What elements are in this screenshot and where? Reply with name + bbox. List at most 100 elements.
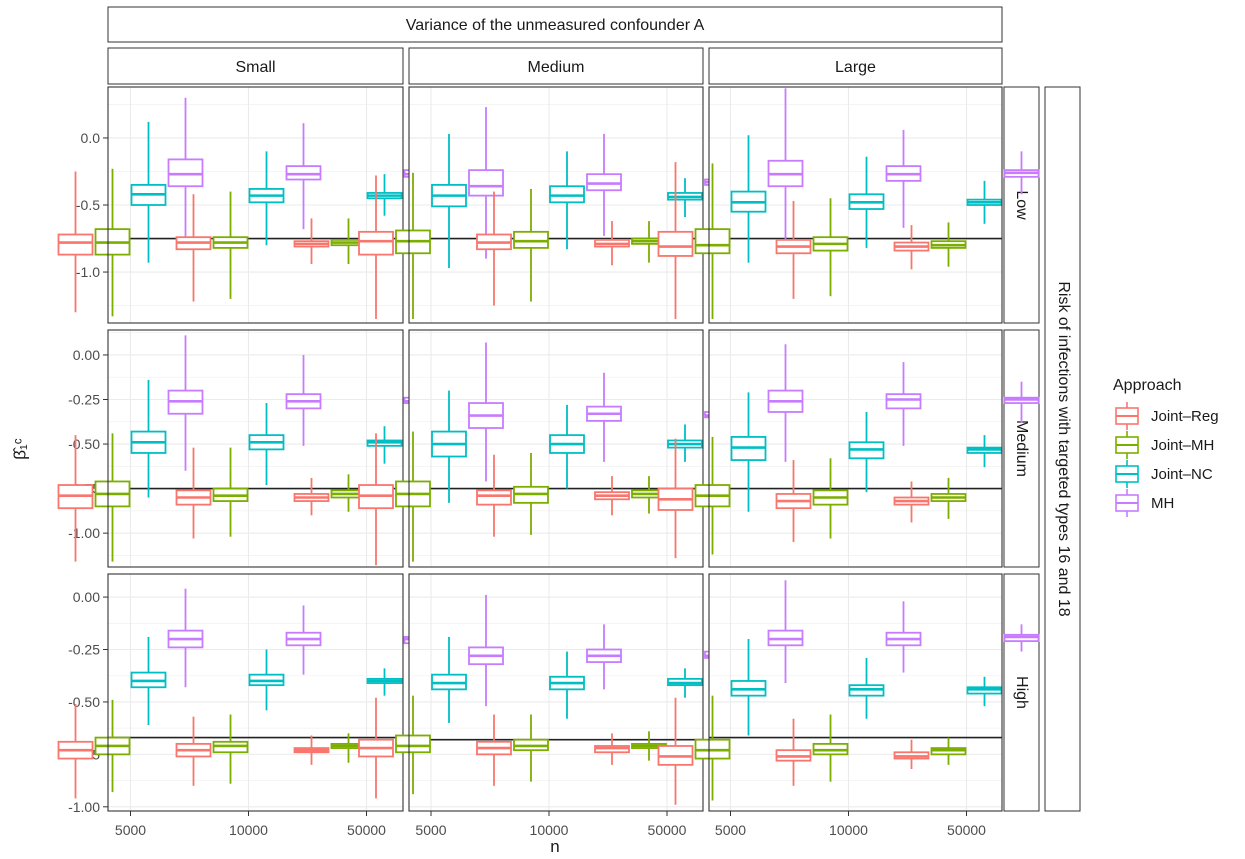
box-MH-n5000 — [767, 88, 804, 247]
box-Joint–NC-n50000 — [667, 178, 703, 218]
box-Joint–Reg-n50000 — [594, 476, 630, 516]
box-MH-n5000 — [767, 344, 804, 462]
box-Joint–MH-n5000 — [395, 431, 431, 562]
box-Joint–Reg-n50000 — [594, 733, 630, 765]
box-Joint–Reg-n5000 — [358, 697, 394, 799]
box-MH-n10000 — [885, 362, 922, 446]
box-Joint–NC-n5000 — [431, 636, 467, 723]
legend-title: Approach — [1113, 377, 1182, 394]
xtick-label-c0-0: 5000 — [115, 822, 146, 838]
xtick-label-c1-0: 5000 — [415, 822, 446, 838]
box-MH-n10000 — [285, 354, 322, 446]
box-Joint–NC-n10000 — [248, 151, 285, 246]
box-MH-n5000 — [468, 107, 504, 259]
box-Joint–MH-n5000 — [94, 168, 131, 317]
box-MH-n10000 — [285, 605, 322, 675]
legend-label-1: Joint–MH — [1151, 437, 1214, 454]
box-Joint–NC-n50000 — [667, 668, 703, 698]
box-Joint–NC-n10000 — [248, 649, 285, 711]
box-Joint–Reg-n5000 — [657, 438, 694, 559]
panel-border — [708, 329, 1003, 568]
box-MH-n50000 — [1003, 624, 1040, 652]
box-Joint–MH-n10000 — [513, 188, 549, 302]
box-MH-n10000 — [586, 372, 622, 462]
box-Joint–MH-n10000 — [212, 191, 249, 299]
box-Joint–MH-n50000 — [930, 222, 967, 267]
box-Joint–Reg-n5000 — [57, 704, 94, 799]
box-body — [395, 734, 431, 754]
box-Joint–MH-n10000 — [812, 714, 849, 782]
box-Joint–Reg-n5000 — [657, 162, 694, 319]
box-Joint–MH-n10000 — [212, 714, 249, 784]
box-Joint–Reg-n10000 — [775, 718, 812, 786]
xtick-label-c2-2: 50000 — [947, 822, 986, 838]
box-Joint–MH-n5000 — [395, 172, 431, 319]
col-strip-label-2: Large — [835, 59, 876, 76]
box-Joint–Reg-n5000 — [358, 175, 394, 319]
panel-r2-c2 — [657, 573, 1040, 812]
row-strip-2 — [1003, 573, 1040, 812]
box-body — [694, 228, 731, 255]
ytick-label-r1-2: -0.50 — [68, 436, 100, 452]
panel-bg — [409, 574, 703, 811]
panel-border — [708, 86, 1003, 324]
xtick-label-c2-1: 10000 — [829, 822, 868, 838]
xtick-label-c1-1: 10000 — [530, 822, 569, 838]
legend-label-3: MH — [1151, 495, 1174, 512]
box-Joint–Reg-n5000 — [57, 435, 94, 562]
y-axis-title: β̂₁ᶜ — [10, 438, 29, 460]
row-strip-label-1: Medium — [1013, 420, 1030, 477]
box-MH-n50000 — [1003, 381, 1040, 423]
box-Joint–NC-n50000 — [366, 426, 403, 464]
ytick-label-r1-4: -1.00 — [68, 525, 100, 541]
legend-item-3: MH — [1115, 489, 1174, 517]
box-Joint–NC-n5000 — [130, 636, 167, 726]
box-Joint–NC-n5000 — [130, 121, 167, 263]
box-body — [513, 230, 549, 249]
box-Joint–NC-n5000 — [431, 133, 467, 269]
panel-border — [107, 573, 404, 812]
box-Joint–MH-n10000 — [212, 447, 249, 537]
col-strip-0 — [107, 47, 404, 85]
xtick-label-c1-2: 50000 — [648, 822, 687, 838]
box-body — [167, 158, 204, 188]
box-MH-n5000 — [468, 594, 504, 707]
box-Joint–Reg-n50000 — [293, 735, 330, 765]
outer-strip-right — [1044, 86, 1081, 812]
panel-r1-c0 — [57, 329, 440, 568]
box-MH-n10000 — [586, 624, 622, 690]
box-MH-n5000 — [468, 342, 504, 482]
box-Joint–NC-n10000 — [848, 156, 885, 248]
panel-r0-c1 — [358, 86, 740, 324]
box-Joint–NC-n10000 — [549, 651, 585, 719]
box-body — [549, 185, 585, 204]
ytick-label-r2-4: -1.00 — [68, 799, 100, 815]
outer-strip-top-label: Variance of the unmeasured confounder A — [406, 17, 705, 34]
box-body — [358, 230, 394, 256]
col-strip-label-0: Small — [235, 59, 275, 76]
legend-label-2: Joint–NC — [1151, 466, 1213, 483]
box-Joint–MH-n5000 — [694, 163, 731, 319]
box-MH-n10000 — [285, 123, 322, 230]
box-MH-n10000 — [586, 133, 622, 236]
box-Joint–NC-n10000 — [848, 657, 885, 719]
box-body — [468, 169, 504, 197]
box-body — [657, 230, 694, 257]
col-strip-2 — [708, 47, 1003, 85]
box-Joint–MH-n5000 — [694, 436, 731, 555]
panel-r1-c1 — [358, 329, 740, 568]
panel-r2-c0 — [57, 573, 440, 812]
box-Joint–MH-n10000 — [812, 458, 849, 539]
box-Joint–NC-n50000 — [366, 174, 403, 216]
box-Joint–NC-n5000 — [431, 390, 467, 503]
box-Joint–Reg-n50000 — [893, 225, 930, 270]
xtick-label-c2-0: 5000 — [715, 822, 746, 838]
ytick-label-r2-2: -0.50 — [68, 694, 100, 710]
legend-item-2: Joint–NC — [1115, 460, 1213, 488]
box-MH-n5000 — [167, 588, 204, 688]
panel-border — [107, 329, 404, 568]
box-Joint–NC-n10000 — [848, 411, 885, 493]
box-Joint–Reg-n5000 — [57, 171, 94, 313]
ytick-label-r2-0: 0.00 — [73, 589, 100, 605]
box-Joint–NC-n10000 — [549, 151, 585, 250]
